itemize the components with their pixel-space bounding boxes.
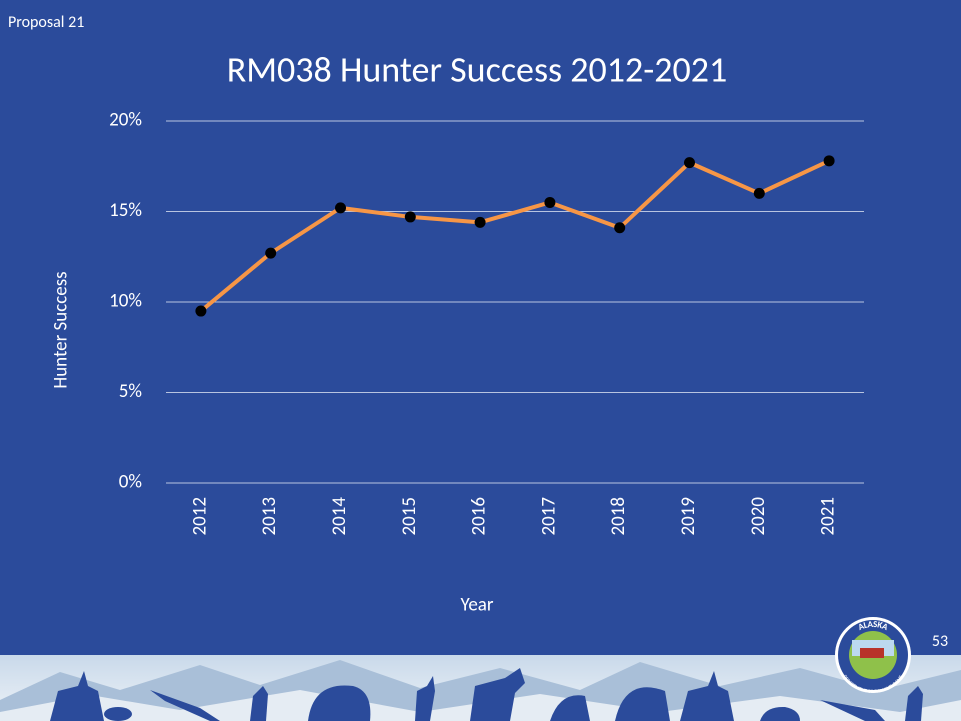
plot: 0% 5% 10% 15% 20% 2012 2013 2014 2015 2016 2017 201… [109,109,864,536]
data-point [614,222,626,234]
x-axis-label: Year [460,594,493,617]
x-tick-label: 2018 [607,497,630,536]
data-point [753,187,765,199]
data-point [404,211,416,223]
y-tick-label: 0% [119,471,142,494]
y-tick-label: 20% [109,109,142,132]
data-point [684,157,695,169]
data-point [265,247,277,259]
chart-title: RM038 Hunter Success 2012-2021 [227,48,728,92]
x-tick-label: 2014 [328,497,351,536]
x-tick-label: 2017 [537,497,560,536]
y-tick-label: 15% [109,199,142,222]
series-line [199,159,830,313]
data-point [195,305,207,317]
y-axis-label: Hunter Success [50,271,73,388]
x-tick-label: 2020 [747,497,770,536]
x-tick-label: 2019 [677,497,700,536]
page-number: 53 [932,632,948,651]
y-tick-label: 10% [109,290,142,313]
x-tick-label: 2016 [468,497,491,536]
x-tick-label: 2013 [258,497,281,536]
logo: ALASKA DEPARTMENT OF FISH AND GAME [835,617,911,695]
logo-top-text: ALASKA [857,619,890,633]
x-tick-label: 2012 [188,497,211,536]
data-point [335,202,346,214]
data-point [474,216,486,228]
data-point [823,155,835,167]
x-tick-label: 2021 [817,497,840,536]
x-tick-label: 2015 [398,497,421,536]
footer-band [0,655,961,721]
data-point [544,196,556,208]
slide-label: Proposal 21 [8,13,84,32]
y-tick-label: 5% [119,380,142,403]
